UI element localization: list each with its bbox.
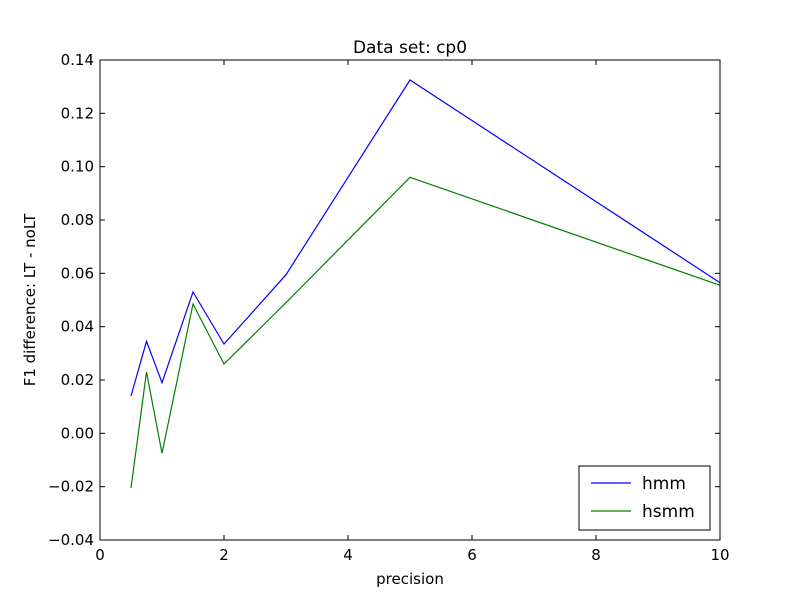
axis-ticks: 0 2 4 6 8 10 −0.04 −0.02 0.00 0.02 0.04 0.06 0.08 0.1… [48,51,730,564]
y-tick-label: 0.08 [61,211,94,229]
y-tick-label: 0.12 [61,104,94,122]
x-tick-label: 0 [95,546,105,564]
legend-label-hsmm: hsmm [642,502,695,522]
x-tick-label: 6 [467,546,477,564]
chart-title: Data set: cp0 [353,38,467,58]
y-tick-label: 0.00 [61,424,94,442]
x-tick-label: 8 [591,546,601,564]
y-tick-label: 0.14 [61,51,94,69]
y-axis-label: F1 difference: LT - noLT [21,213,39,386]
legend-label-hmm: hmm [642,474,686,494]
plot-area [130,79,721,489]
y-tick-label: 0.02 [61,371,94,389]
y-tick-label: −0.02 [48,478,94,496]
x-tick-label: 4 [343,546,353,564]
legend-box [578,465,711,531]
y-tick-label: 0.06 [61,264,94,282]
y-tick-label: 0.10 [61,158,94,176]
y-tick-label: 0.04 [61,318,94,336]
series-line-hsmm [130,176,721,489]
series-line-hmm [130,79,721,397]
x-tick-label: 2 [219,546,229,564]
x-axis-label: precision [376,570,444,588]
legend: hmm hsmm [578,465,711,531]
plot-frame [99,59,721,541]
x-tick-label: 10 [710,546,729,564]
y-tick-label: −0.04 [48,531,94,549]
